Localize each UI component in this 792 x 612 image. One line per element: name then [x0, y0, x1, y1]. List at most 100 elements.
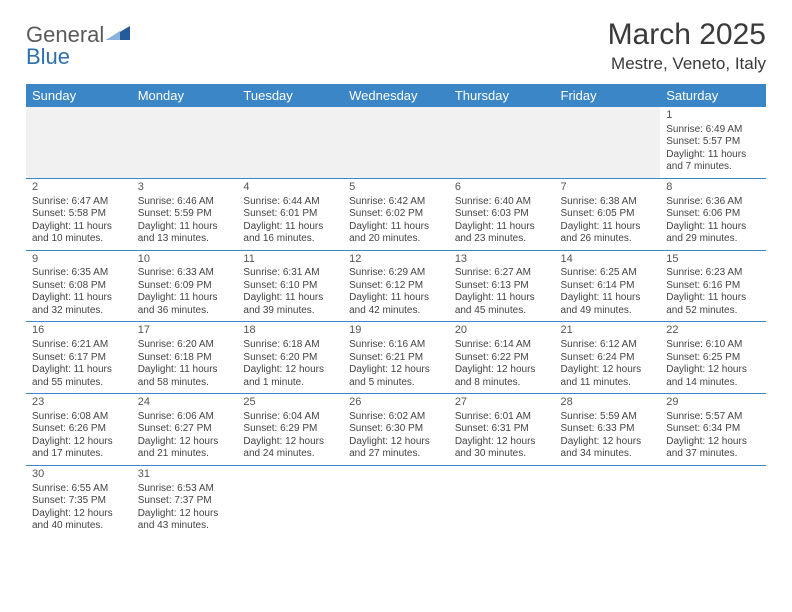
- sunset-line: Sunset: 6:08 PM: [32, 280, 126, 293]
- daylight-line: Daylight: 12 hours and 34 minutes.: [561, 436, 655, 461]
- calendar-week-row: 23Sunrise: 6:08 AMSunset: 6:26 PMDayligh…: [26, 394, 766, 466]
- day-cell: 22Sunrise: 6:10 AMSunset: 6:25 PMDayligh…: [660, 322, 766, 394]
- sunrise-line: Sunrise: 6:02 AM: [349, 411, 443, 424]
- day-number: 24: [138, 396, 232, 410]
- sunrise-line: Sunrise: 6:46 AM: [138, 196, 232, 209]
- day-number: 2: [32, 181, 126, 195]
- sunrise-line: Sunrise: 6:53 AM: [138, 483, 232, 496]
- day-cell: 15Sunrise: 6:23 AMSunset: 6:16 PMDayligh…: [660, 250, 766, 322]
- sunset-line: Sunset: 5:59 PM: [138, 208, 232, 221]
- day-number: 22: [666, 324, 760, 338]
- sunset-line: Sunset: 6:14 PM: [561, 280, 655, 293]
- daylight-line: Daylight: 12 hours and 21 minutes.: [138, 436, 232, 461]
- sunrise-line: Sunrise: 6:36 AM: [666, 196, 760, 209]
- calendar-week-row: 16Sunrise: 6:21 AMSunset: 6:17 PMDayligh…: [26, 322, 766, 394]
- calendar-week-row: 30Sunrise: 6:55 AMSunset: 7:35 PMDayligh…: [26, 465, 766, 536]
- day-cell: 17Sunrise: 6:20 AMSunset: 6:18 PMDayligh…: [132, 322, 238, 394]
- weekday-header: Tuesday: [237, 84, 343, 107]
- page: GeneralBlue March 2025 Mestre, Veneto, I…: [0, 0, 792, 547]
- sunset-line: Sunset: 6:30 PM: [349, 423, 443, 436]
- day-cell: 19Sunrise: 6:16 AMSunset: 6:21 PMDayligh…: [343, 322, 449, 394]
- calendar-week-row: 1Sunrise: 6:49 AMSunset: 5:57 PMDaylight…: [26, 107, 766, 178]
- day-cell: 13Sunrise: 6:27 AMSunset: 6:13 PMDayligh…: [449, 250, 555, 322]
- flag-icon: [106, 24, 130, 42]
- day-number: 7: [561, 181, 655, 195]
- daylight-line: Daylight: 12 hours and 43 minutes.: [138, 508, 232, 533]
- daylight-line: Daylight: 12 hours and 24 minutes.: [243, 436, 337, 461]
- sunrise-line: Sunrise: 6:55 AM: [32, 483, 126, 496]
- sunrise-line: Sunrise: 6:21 AM: [32, 339, 126, 352]
- daylight-line: Daylight: 11 hours and 42 minutes.: [349, 292, 443, 317]
- weekday-header: Friday: [555, 84, 661, 107]
- daylight-line: Daylight: 11 hours and 58 minutes.: [138, 364, 232, 389]
- daylight-line: Daylight: 11 hours and 32 minutes.: [32, 292, 126, 317]
- day-number: 13: [455, 253, 549, 267]
- daylight-line: Daylight: 11 hours and 13 minutes.: [138, 221, 232, 246]
- day-cell: 14Sunrise: 6:25 AMSunset: 6:14 PMDayligh…: [555, 250, 661, 322]
- sunrise-line: Sunrise: 6:29 AM: [349, 267, 443, 280]
- sunset-line: Sunset: 6:31 PM: [455, 423, 549, 436]
- daylight-line: Daylight: 12 hours and 11 minutes.: [561, 364, 655, 389]
- weekday-header: Monday: [132, 84, 238, 107]
- day-cell: 23Sunrise: 6:08 AMSunset: 6:26 PMDayligh…: [26, 394, 132, 466]
- day-cell: 7Sunrise: 6:38 AMSunset: 6:05 PMDaylight…: [555, 178, 661, 250]
- day-cell: 11Sunrise: 6:31 AMSunset: 6:10 PMDayligh…: [237, 250, 343, 322]
- day-number: 31: [138, 468, 232, 482]
- sunrise-line: Sunrise: 6:42 AM: [349, 196, 443, 209]
- day-cell: 16Sunrise: 6:21 AMSunset: 6:17 PMDayligh…: [26, 322, 132, 394]
- day-cell: [237, 465, 343, 536]
- day-number: 17: [138, 324, 232, 338]
- sunrise-line: Sunrise: 6:44 AM: [243, 196, 337, 209]
- daylight-line: Daylight: 12 hours and 17 minutes.: [32, 436, 126, 461]
- sunrise-line: Sunrise: 6:16 AM: [349, 339, 443, 352]
- daylight-line: Daylight: 12 hours and 30 minutes.: [455, 436, 549, 461]
- daylight-line: Daylight: 12 hours and 27 minutes.: [349, 436, 443, 461]
- daylight-line: Daylight: 12 hours and 8 minutes.: [455, 364, 549, 389]
- sunrise-line: Sunrise: 6:23 AM: [666, 267, 760, 280]
- daylight-line: Daylight: 11 hours and 55 minutes.: [32, 364, 126, 389]
- weekday-header: Sunday: [26, 84, 132, 107]
- daylight-line: Daylight: 12 hours and 37 minutes.: [666, 436, 760, 461]
- sunset-line: Sunset: 5:57 PM: [666, 136, 760, 149]
- sunset-line: Sunset: 6:20 PM: [243, 352, 337, 365]
- sunset-line: Sunset: 6:09 PM: [138, 280, 232, 293]
- day-cell: 30Sunrise: 6:55 AMSunset: 7:35 PMDayligh…: [26, 465, 132, 536]
- sunrise-line: Sunrise: 6:27 AM: [455, 267, 549, 280]
- daylight-line: Daylight: 12 hours and 14 minutes.: [666, 364, 760, 389]
- sunrise-line: Sunrise: 6:25 AM: [561, 267, 655, 280]
- day-number: 27: [455, 396, 549, 410]
- title-block: March 2025 Mestre, Veneto, Italy: [608, 18, 766, 74]
- brand-logo: GeneralBlue: [26, 18, 130, 68]
- day-number: 30: [32, 468, 126, 482]
- calendar-header-row: SundayMondayTuesdayWednesdayThursdayFrid…: [26, 84, 766, 107]
- day-cell: 18Sunrise: 6:18 AMSunset: 6:20 PMDayligh…: [237, 322, 343, 394]
- sunset-line: Sunset: 6:24 PM: [561, 352, 655, 365]
- daylight-line: Daylight: 11 hours and 23 minutes.: [455, 221, 549, 246]
- sunset-line: Sunset: 6:26 PM: [32, 423, 126, 436]
- day-number: 21: [561, 324, 655, 338]
- daylight-line: Daylight: 11 hours and 29 minutes.: [666, 221, 760, 246]
- daylight-line: Daylight: 11 hours and 39 minutes.: [243, 292, 337, 317]
- day-cell: 24Sunrise: 6:06 AMSunset: 6:27 PMDayligh…: [132, 394, 238, 466]
- sunrise-line: Sunrise: 6:47 AM: [32, 196, 126, 209]
- daylight-line: Daylight: 11 hours and 45 minutes.: [455, 292, 549, 317]
- sunrise-line: Sunrise: 6:18 AM: [243, 339, 337, 352]
- sunrise-line: Sunrise: 6:40 AM: [455, 196, 549, 209]
- day-cell: 27Sunrise: 6:01 AMSunset: 6:31 PMDayligh…: [449, 394, 555, 466]
- daylight-line: Daylight: 11 hours and 52 minutes.: [666, 292, 760, 317]
- daylight-line: Daylight: 11 hours and 26 minutes.: [561, 221, 655, 246]
- sunset-line: Sunset: 6:27 PM: [138, 423, 232, 436]
- sunset-line: Sunset: 6:17 PM: [32, 352, 126, 365]
- sunrise-line: Sunrise: 5:57 AM: [666, 411, 760, 424]
- location: Mestre, Veneto, Italy: [608, 54, 766, 74]
- day-cell: 10Sunrise: 6:33 AMSunset: 6:09 PMDayligh…: [132, 250, 238, 322]
- day-cell: 2Sunrise: 6:47 AMSunset: 5:58 PMDaylight…: [26, 178, 132, 250]
- sunset-line: Sunset: 5:58 PM: [32, 208, 126, 221]
- day-number: 14: [561, 253, 655, 267]
- day-number: 23: [32, 396, 126, 410]
- day-number: 6: [455, 181, 549, 195]
- sunrise-line: Sunrise: 6:10 AM: [666, 339, 760, 352]
- day-cell: 1Sunrise: 6:49 AMSunset: 5:57 PMDaylight…: [660, 107, 766, 178]
- sunset-line: Sunset: 7:37 PM: [138, 495, 232, 508]
- day-cell: 8Sunrise: 6:36 AMSunset: 6:06 PMDaylight…: [660, 178, 766, 250]
